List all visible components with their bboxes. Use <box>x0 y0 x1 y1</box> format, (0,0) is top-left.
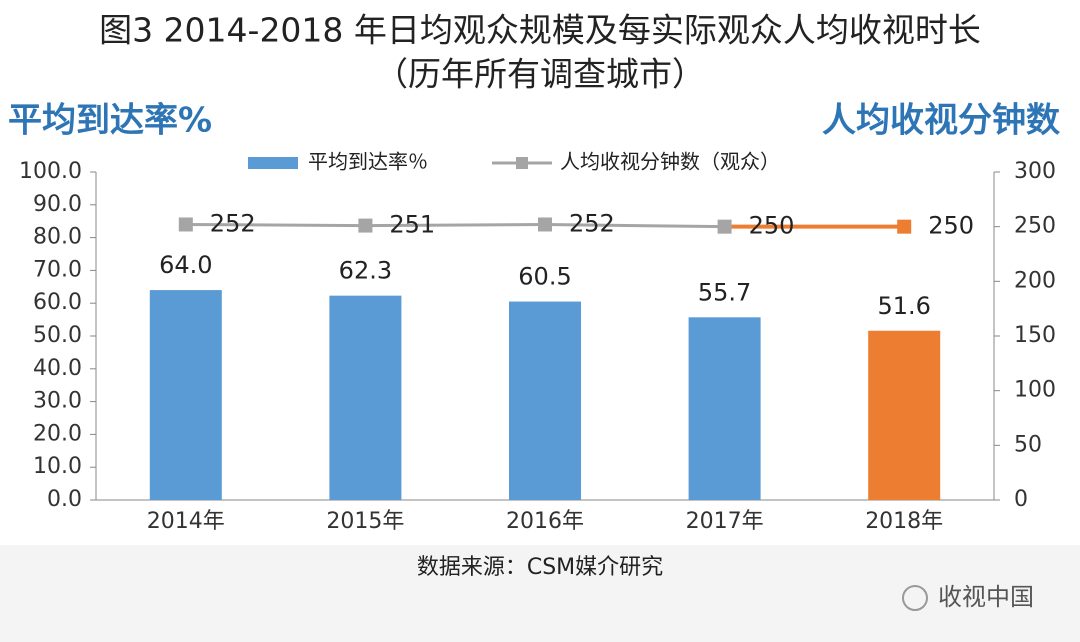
y-tick-label: 80.0 <box>33 225 82 250</box>
legend-swatch <box>516 157 528 169</box>
chart-title: 图3 2014-2018 年日均观众规模及每实际观众人均收视时长 <box>99 11 981 50</box>
line-value-label: 251 <box>389 211 435 239</box>
x-tick-label: 2015年 <box>326 509 404 534</box>
y-tick-label: 20.0 <box>33 421 82 446</box>
bar-value-label: 51.6 <box>877 292 930 320</box>
y2-axis-title: 人均收视分钟数 <box>822 101 1060 141</box>
line-value-label: 252 <box>210 209 256 237</box>
y2-tick-label: 50 <box>1014 432 1042 457</box>
legend-label: 人均收视分钟数（观众） <box>560 150 780 174</box>
bar <box>509 301 581 500</box>
bar <box>868 330 941 500</box>
y-tick-label: 40.0 <box>33 356 82 381</box>
bar <box>688 317 761 500</box>
footer-band <box>0 545 1080 642</box>
y2-tick-label: 0 <box>1014 487 1028 512</box>
legend-label: 平均到达率％ <box>308 150 428 174</box>
source-note: 数据来源：CSM媒介研究 <box>417 555 663 580</box>
y-tick-label: 10.0 <box>33 454 82 479</box>
bar-value-label: 55.7 <box>698 278 751 306</box>
watermark: 收视中国 <box>938 583 1034 611</box>
y2-tick-label: 100 <box>1014 378 1056 403</box>
bar <box>149 290 222 500</box>
x-tick-label: 2014年 <box>147 509 225 534</box>
x-tick-label: 2016年 <box>506 509 584 534</box>
bar <box>329 295 402 500</box>
x-tick-label: 2018年 <box>865 509 943 534</box>
chart-subtitle: （历年所有调查城市） <box>375 55 705 94</box>
line-marker <box>717 219 732 234</box>
line-marker <box>897 219 912 234</box>
y-axis-title: 平均到达率% <box>8 101 212 141</box>
line-marker <box>178 217 193 232</box>
line-value-label: 250 <box>749 212 795 240</box>
y2-tick-label: 200 <box>1014 268 1056 293</box>
y-tick-label: 70.0 <box>33 257 82 282</box>
line-marker <box>538 217 552 232</box>
y-tick-label: 30.0 <box>33 389 82 414</box>
bar-value-label: 62.3 <box>339 257 392 285</box>
bar-value-label: 64.0 <box>159 251 212 279</box>
line-value-label: 250 <box>928 212 974 240</box>
y2-tick-label: 300 <box>1014 159 1056 184</box>
y2-tick-label: 250 <box>1014 214 1056 239</box>
watermark-icon <box>902 585 928 611</box>
x-tick-label: 2017年 <box>686 509 764 534</box>
line-value-label: 252 <box>569 209 615 237</box>
y-tick-label: 90.0 <box>33 192 82 217</box>
y-tick-label: 100.0 <box>19 159 82 184</box>
y2-tick-label: 150 <box>1014 323 1056 348</box>
bar-value-label: 60.5 <box>518 263 571 291</box>
y-tick-label: 60.0 <box>33 290 82 315</box>
legend-swatch <box>248 157 298 169</box>
line-marker <box>358 218 373 233</box>
y-tick-label: 0.0 <box>47 487 82 512</box>
y-tick-label: 50.0 <box>33 323 82 348</box>
